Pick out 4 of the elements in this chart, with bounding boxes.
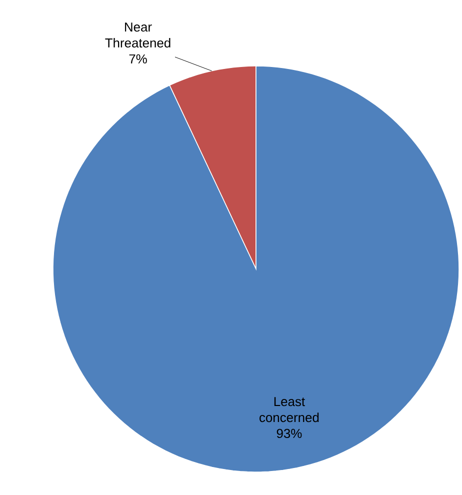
slice-label: Near Threatened bbox=[105, 22, 170, 48]
data-label: 7% bbox=[129, 54, 147, 64]
slice-label: Least concerned bbox=[260, 397, 319, 422]
data-label: 93% bbox=[276, 428, 302, 438]
